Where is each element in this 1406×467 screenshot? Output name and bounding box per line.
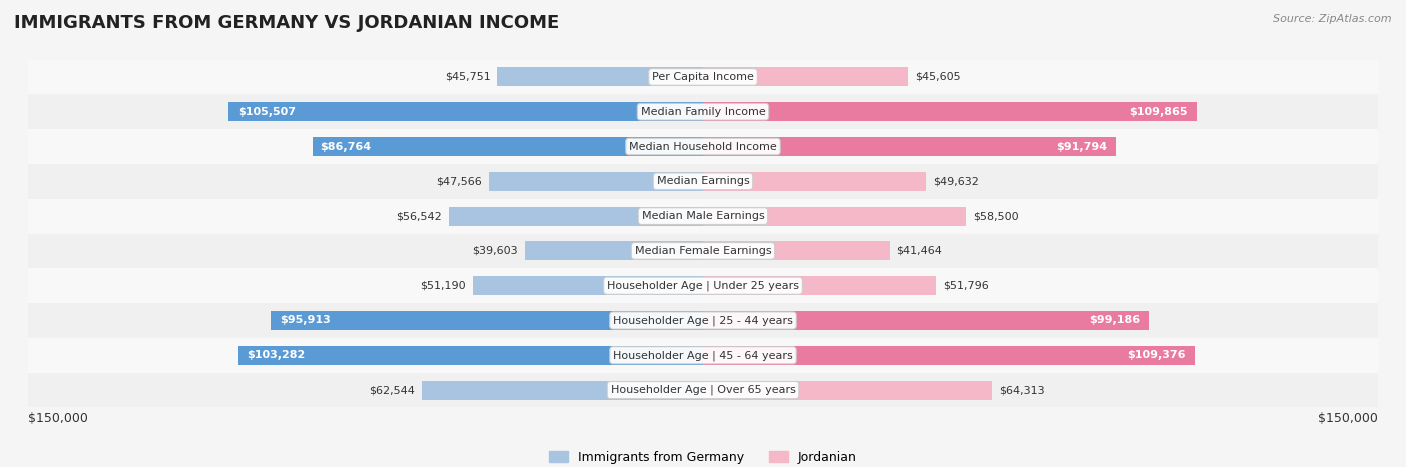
- Bar: [422, 381, 703, 400]
- Bar: [28, 303, 1378, 338]
- Text: $150,000: $150,000: [28, 411, 89, 425]
- Text: $45,605: $45,605: [915, 72, 960, 82]
- Text: $41,464: $41,464: [896, 246, 942, 256]
- Text: Median Household Income: Median Household Income: [628, 142, 778, 151]
- Bar: [703, 241, 890, 261]
- Bar: [449, 206, 703, 226]
- Text: $56,542: $56,542: [396, 211, 441, 221]
- Text: Source: ZipAtlas.com: Source: ZipAtlas.com: [1274, 14, 1392, 24]
- Bar: [524, 241, 703, 261]
- Bar: [489, 172, 703, 191]
- Text: Median Female Earnings: Median Female Earnings: [634, 246, 772, 256]
- Bar: [498, 67, 703, 86]
- Text: $150,000: $150,000: [1317, 411, 1378, 425]
- Text: $109,376: $109,376: [1126, 350, 1185, 360]
- Bar: [703, 137, 1116, 156]
- Text: Householder Age | Under 25 years: Householder Age | Under 25 years: [607, 281, 799, 291]
- Legend: Immigrants from Germany, Jordanian: Immigrants from Germany, Jordanian: [544, 446, 862, 467]
- Text: $51,796: $51,796: [943, 281, 988, 290]
- Bar: [28, 338, 1378, 373]
- Text: $62,544: $62,544: [368, 385, 415, 395]
- Bar: [312, 137, 703, 156]
- Bar: [703, 172, 927, 191]
- Text: $105,507: $105,507: [238, 107, 295, 117]
- Bar: [28, 164, 1378, 198]
- Text: Householder Age | 25 - 44 years: Householder Age | 25 - 44 years: [613, 315, 793, 326]
- Text: Householder Age | Over 65 years: Householder Age | Over 65 years: [610, 385, 796, 396]
- Text: $51,190: $51,190: [420, 281, 465, 290]
- Text: $99,186: $99,186: [1090, 316, 1140, 325]
- Bar: [271, 311, 703, 330]
- Text: $58,500: $58,500: [973, 211, 1018, 221]
- Text: IMMIGRANTS FROM GERMANY VS JORDANIAN INCOME: IMMIGRANTS FROM GERMANY VS JORDANIAN INC…: [14, 14, 560, 32]
- Text: $109,865: $109,865: [1129, 107, 1188, 117]
- Bar: [28, 59, 1378, 94]
- Bar: [703, 67, 908, 86]
- Text: $103,282: $103,282: [247, 350, 307, 360]
- Text: $45,751: $45,751: [444, 72, 491, 82]
- Bar: [28, 129, 1378, 164]
- Bar: [703, 381, 993, 400]
- Bar: [28, 94, 1378, 129]
- Bar: [703, 276, 936, 295]
- Text: $91,794: $91,794: [1057, 142, 1108, 151]
- Text: Per Capita Income: Per Capita Income: [652, 72, 754, 82]
- Bar: [28, 234, 1378, 269]
- Bar: [703, 102, 1198, 121]
- Text: Median Male Earnings: Median Male Earnings: [641, 211, 765, 221]
- Text: Householder Age | 45 - 64 years: Householder Age | 45 - 64 years: [613, 350, 793, 361]
- Text: Median Earnings: Median Earnings: [657, 177, 749, 186]
- Text: $47,566: $47,566: [436, 177, 482, 186]
- Bar: [28, 373, 1378, 408]
- Text: $95,913: $95,913: [280, 316, 330, 325]
- Text: Median Family Income: Median Family Income: [641, 107, 765, 117]
- Bar: [28, 198, 1378, 234]
- Bar: [472, 276, 703, 295]
- Bar: [238, 346, 703, 365]
- Text: $39,603: $39,603: [472, 246, 517, 256]
- Bar: [228, 102, 703, 121]
- Text: $86,764: $86,764: [321, 142, 371, 151]
- Bar: [28, 269, 1378, 303]
- Bar: [703, 346, 1195, 365]
- Bar: [703, 206, 966, 226]
- Text: $49,632: $49,632: [934, 177, 979, 186]
- Bar: [703, 311, 1149, 330]
- Text: $64,313: $64,313: [1000, 385, 1045, 395]
